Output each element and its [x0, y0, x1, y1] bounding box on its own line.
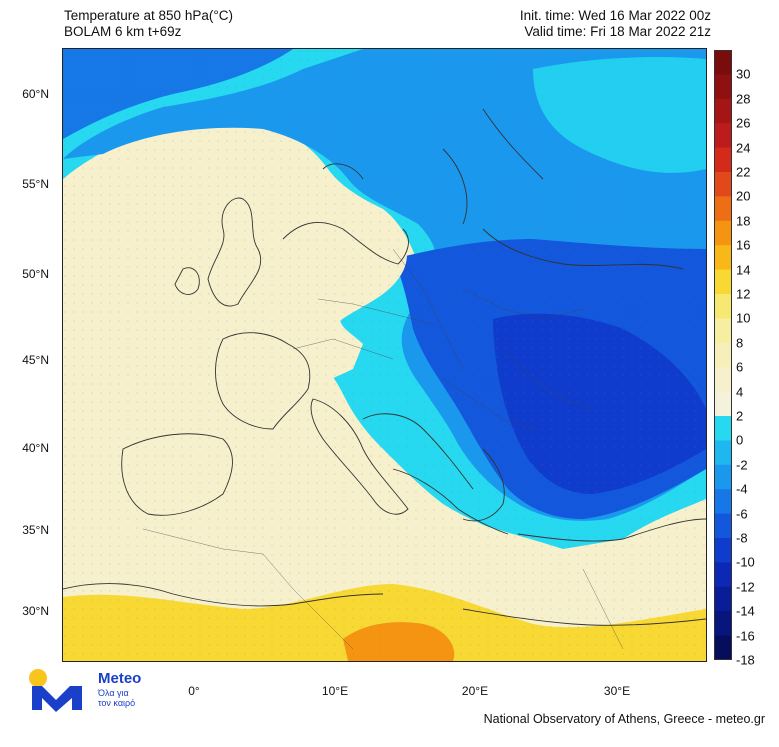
colorbar-tick-label: 14 [736, 262, 751, 278]
colorbar-tick-label: 0 [736, 432, 744, 448]
colorbar-tick-label: -16 [736, 628, 755, 644]
logo-brand: Meteo [98, 670, 142, 687]
colorbar-border [714, 50, 732, 660]
colorbar [714, 50, 732, 660]
colorbar-tick-label: 18 [736, 213, 751, 229]
meteo-logo-mark [29, 669, 82, 712]
colorbar-tick-label: -6 [736, 506, 748, 522]
colorbar-tick-label: 22 [736, 164, 751, 180]
colorbar-tick-label: 20 [736, 188, 751, 204]
lat-label-40: 40°N [22, 441, 49, 455]
lat-label-35: 35°N [22, 523, 49, 537]
colorbar-tick-label: 4 [736, 384, 744, 400]
colorbar-swatch [714, 318, 732, 344]
lat-label-55: 55°N [22, 177, 49, 191]
coastlines [63, 108, 706, 626]
colorbar-tick-label: 6 [736, 359, 744, 375]
colorbar-tick-label: -8 [736, 530, 748, 546]
colorbar-swatch [714, 147, 732, 173]
colorbar-swatch [714, 98, 732, 124]
valid-time: Valid time: Fri 18 Mar 2022 21z [524, 24, 711, 39]
colorbar-swatch [714, 391, 732, 417]
colorbar-swatch [714, 294, 732, 319]
colorbar-swatch [714, 635, 732, 660]
colorbar-swatch [714, 538, 732, 563]
title-line-2: BOLAM 6 km t+69z [64, 24, 182, 39]
colorbar-tick-label: 10 [736, 310, 751, 326]
colorbar-swatch [714, 513, 732, 539]
logo-tagline: Όλα για τον καιρό [98, 688, 135, 708]
colorbar-swatch [714, 245, 732, 271]
colorbar-swatch [714, 196, 732, 222]
colorbar-swatch [714, 269, 732, 295]
colorbar-tick-label: 28 [736, 91, 751, 107]
colorbar-tick-label: 2 [736, 408, 744, 424]
lat-label-50: 50°N [22, 267, 49, 281]
colorbar-tick-label: -12 [736, 579, 755, 595]
colorbar-swatch [714, 440, 732, 466]
lat-label-45: 45°N [22, 353, 49, 367]
colorbar-tick-label: -10 [736, 554, 755, 570]
colorbar-tick-label: 26 [736, 115, 751, 131]
colorbar-swatch [714, 342, 732, 368]
map-title: Temperature at 850 hPa(°C) BOLAM 6 km t+… [64, 8, 233, 40]
colorbar-tick-label: 8 [736, 335, 744, 351]
colorbar-swatch [714, 367, 732, 393]
logo-tagline-2: τον καιρό [98, 698, 136, 708]
map-canvas [63, 49, 706, 661]
colorbar-tick-label: 12 [736, 286, 751, 302]
colorbar-swatch [714, 611, 732, 637]
title-line-1: Temperature at 850 hPa(°C) [64, 8, 233, 23]
colorbar-swatch [714, 489, 732, 515]
colorbar-tick-label: -14 [736, 603, 755, 619]
logo-tagline-1: Όλα για [98, 688, 129, 698]
footer-credit: National Observatory of Athens, Greece -… [483, 712, 765, 726]
country-borders [142, 248, 624, 650]
colorbar-tick-label: 24 [736, 140, 751, 156]
temperature-map [62, 48, 707, 662]
colorbar-tick-label: 30 [736, 66, 751, 82]
colorbar-tick-label: 16 [736, 237, 751, 253]
lon-label-30e: 30°E [603, 684, 631, 698]
colorbar-swatch [714, 220, 732, 246]
colorbar-swatch [714, 562, 732, 588]
time-info: Init. time: Wed 16 Mar 2022 00z Valid ti… [520, 8, 711, 40]
colorbar-swatch [714, 586, 732, 612]
colorbar-swatch [714, 416, 732, 441]
lat-label-30: 30°N [22, 604, 49, 618]
colorbar-swatch [714, 74, 732, 100]
value-grid [63, 49, 706, 661]
colorbar-tick-label: -18 [736, 652, 755, 668]
lon-label-0: 0° [188, 684, 200, 698]
lon-label-20e: 20°E [461, 684, 489, 698]
colorbar-swatch [714, 172, 732, 197]
init-time: Init. time: Wed 16 Mar 2022 00z [519, 8, 711, 23]
meteo-logo: Meteo Όλα για τον καιρό [26, 666, 176, 714]
lat-label-60: 60°N [22, 87, 49, 101]
lon-label-10e: 10°E [321, 684, 349, 698]
colorbar-tick-label: -2 [736, 457, 748, 473]
colorbar-swatch [714, 50, 732, 75]
colorbar-swatch [714, 464, 732, 490]
colorbar-tick-label: -4 [736, 481, 748, 497]
colorbar-swatch [714, 123, 732, 149]
